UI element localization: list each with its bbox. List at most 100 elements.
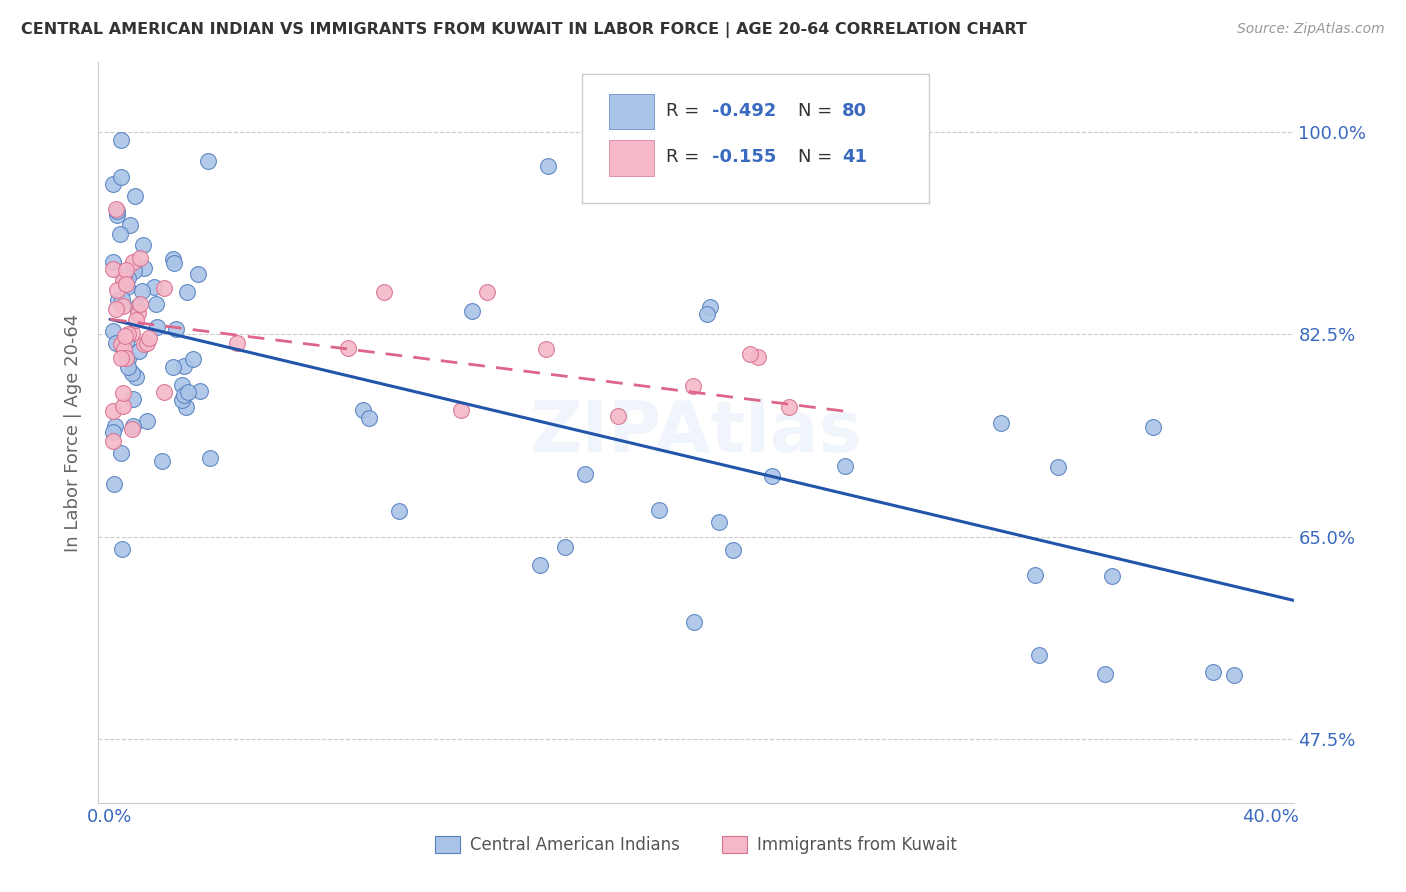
Point	[110, 169, 132, 184]
Point	[120, 219, 142, 233]
Point	[723, 543, 745, 558]
Point	[136, 336, 159, 351]
Text: 80: 80	[842, 102, 868, 120]
Point	[138, 331, 160, 345]
Point	[111, 542, 134, 557]
Point	[165, 322, 187, 336]
Point	[188, 384, 211, 398]
Point	[1101, 569, 1123, 583]
Point	[110, 133, 132, 147]
Point	[554, 540, 576, 554]
Point	[132, 336, 155, 351]
Point	[114, 351, 136, 365]
Point	[117, 360, 139, 375]
Point	[197, 154, 219, 169]
Point	[101, 425, 124, 439]
Point	[352, 403, 374, 417]
Point	[187, 267, 209, 281]
Point	[460, 304, 482, 318]
Point	[115, 333, 138, 347]
Point	[198, 451, 221, 466]
Point	[129, 252, 152, 266]
Text: 41: 41	[842, 148, 866, 166]
Point	[125, 313, 148, 327]
Point	[176, 285, 198, 299]
Point	[357, 411, 380, 425]
Point	[112, 273, 135, 287]
Point	[1142, 420, 1164, 434]
Text: CENTRAL AMERICAN INDIAN VS IMMIGRANTS FROM KUWAIT IN LABOR FORCE | AGE 20-64 COR: CENTRAL AMERICAN INDIAN VS IMMIGRANTS FR…	[21, 22, 1026, 38]
Point	[121, 366, 143, 380]
Point	[104, 335, 127, 350]
Point	[1222, 668, 1244, 682]
Point	[173, 359, 195, 373]
Point	[115, 280, 138, 294]
FancyBboxPatch shape	[582, 73, 929, 203]
Point	[135, 414, 157, 428]
Point	[574, 467, 596, 481]
Point	[121, 255, 143, 269]
Point	[101, 404, 124, 418]
Point	[834, 458, 856, 473]
Point	[607, 409, 630, 423]
Point	[1024, 567, 1046, 582]
Point	[122, 392, 145, 406]
Point	[110, 336, 132, 351]
Point	[117, 351, 139, 366]
Point	[1046, 459, 1069, 474]
Point	[696, 307, 718, 321]
Point	[131, 284, 153, 298]
Point	[170, 378, 193, 392]
Point	[114, 262, 136, 277]
Point	[337, 341, 360, 355]
Point	[534, 342, 557, 356]
Point	[128, 344, 150, 359]
Point	[162, 252, 184, 266]
Point	[127, 306, 149, 320]
Text: R =: R =	[666, 148, 704, 166]
Point	[152, 454, 174, 468]
Point	[699, 300, 721, 314]
Point	[111, 299, 134, 313]
Point	[111, 400, 134, 414]
Point	[162, 255, 184, 269]
Point	[145, 297, 167, 311]
Point	[682, 379, 704, 393]
Point	[101, 324, 124, 338]
Text: -0.492: -0.492	[711, 102, 776, 120]
Point	[127, 300, 149, 314]
Bar	[609, 140, 654, 176]
Point	[114, 328, 136, 343]
Point	[117, 326, 139, 341]
Point	[101, 177, 124, 191]
Point	[388, 504, 411, 518]
Point	[373, 285, 395, 299]
Point	[134, 260, 156, 275]
Point	[103, 477, 125, 491]
Point	[129, 297, 152, 311]
Point	[132, 238, 155, 252]
Point	[173, 388, 195, 402]
Point	[110, 351, 132, 366]
Legend: Central American Indians, Immigrants from Kuwait: Central American Indians, Immigrants fro…	[429, 830, 963, 861]
Point	[537, 159, 560, 173]
Point	[1094, 667, 1116, 681]
Point	[177, 384, 200, 399]
Point	[105, 202, 128, 217]
Point	[110, 446, 132, 460]
Point	[124, 189, 146, 203]
Point	[683, 615, 706, 629]
Point	[181, 352, 204, 367]
Point	[101, 262, 124, 277]
Point	[143, 279, 166, 293]
Point	[709, 515, 731, 529]
Point	[176, 401, 198, 415]
Point	[117, 271, 139, 285]
Point	[450, 403, 472, 417]
Point	[112, 269, 135, 284]
Point	[111, 386, 134, 401]
Point	[101, 255, 124, 269]
Point	[529, 558, 551, 572]
Point	[111, 293, 134, 307]
Point	[112, 342, 135, 356]
